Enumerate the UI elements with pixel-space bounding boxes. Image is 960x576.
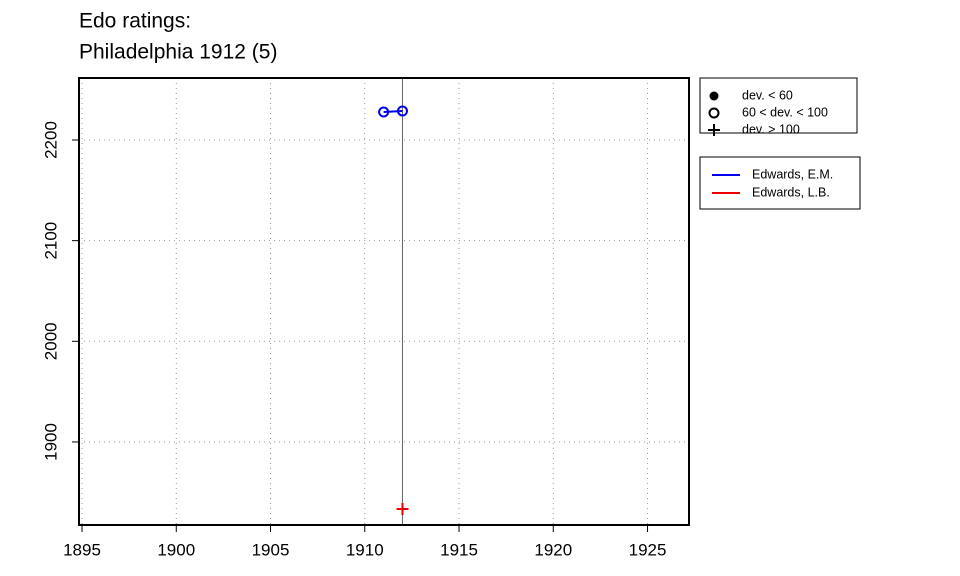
legend-label: 60 < dev. < 100 — [742, 105, 828, 119]
legend-box — [699, 156, 861, 210]
x-tick-label: 1915 — [440, 540, 478, 559]
legend-label: Edwards, L.B. — [752, 185, 830, 199]
series-line — [383, 110, 403, 114]
plot-frame — [78, 77, 690, 526]
point — [396, 502, 409, 515]
point — [396, 105, 408, 117]
legend-box — [699, 77, 858, 134]
y-tick-label: 2100 — [41, 222, 60, 260]
x-tick-label: 1905 — [252, 540, 290, 559]
legend-symbol — [709, 91, 719, 101]
legend-label: dev. > 100 — [742, 122, 800, 136]
legend-label: dev. < 60 — [742, 88, 793, 102]
chart-title: Edo ratings: — [79, 10, 191, 33]
chart-subtitle: Philadelphia 1912 (5) — [79, 41, 277, 64]
legend-label: Edwards, E.M. — [752, 167, 833, 181]
x-tick-label: 1910 — [346, 540, 384, 559]
x-tick-label: 1895 — [63, 540, 101, 559]
y-tick-label: 2000 — [41, 322, 60, 360]
legend-symbol — [708, 107, 720, 119]
y-tick-label: 1900 — [41, 423, 60, 461]
x-tick-label: 1920 — [534, 540, 572, 559]
x-tick-label: 1925 — [629, 540, 667, 559]
x-tick-label: 1900 — [157, 540, 195, 559]
legend-symbol — [708, 124, 720, 136]
y-tick-label: 2200 — [41, 121, 60, 159]
point — [378, 106, 390, 118]
